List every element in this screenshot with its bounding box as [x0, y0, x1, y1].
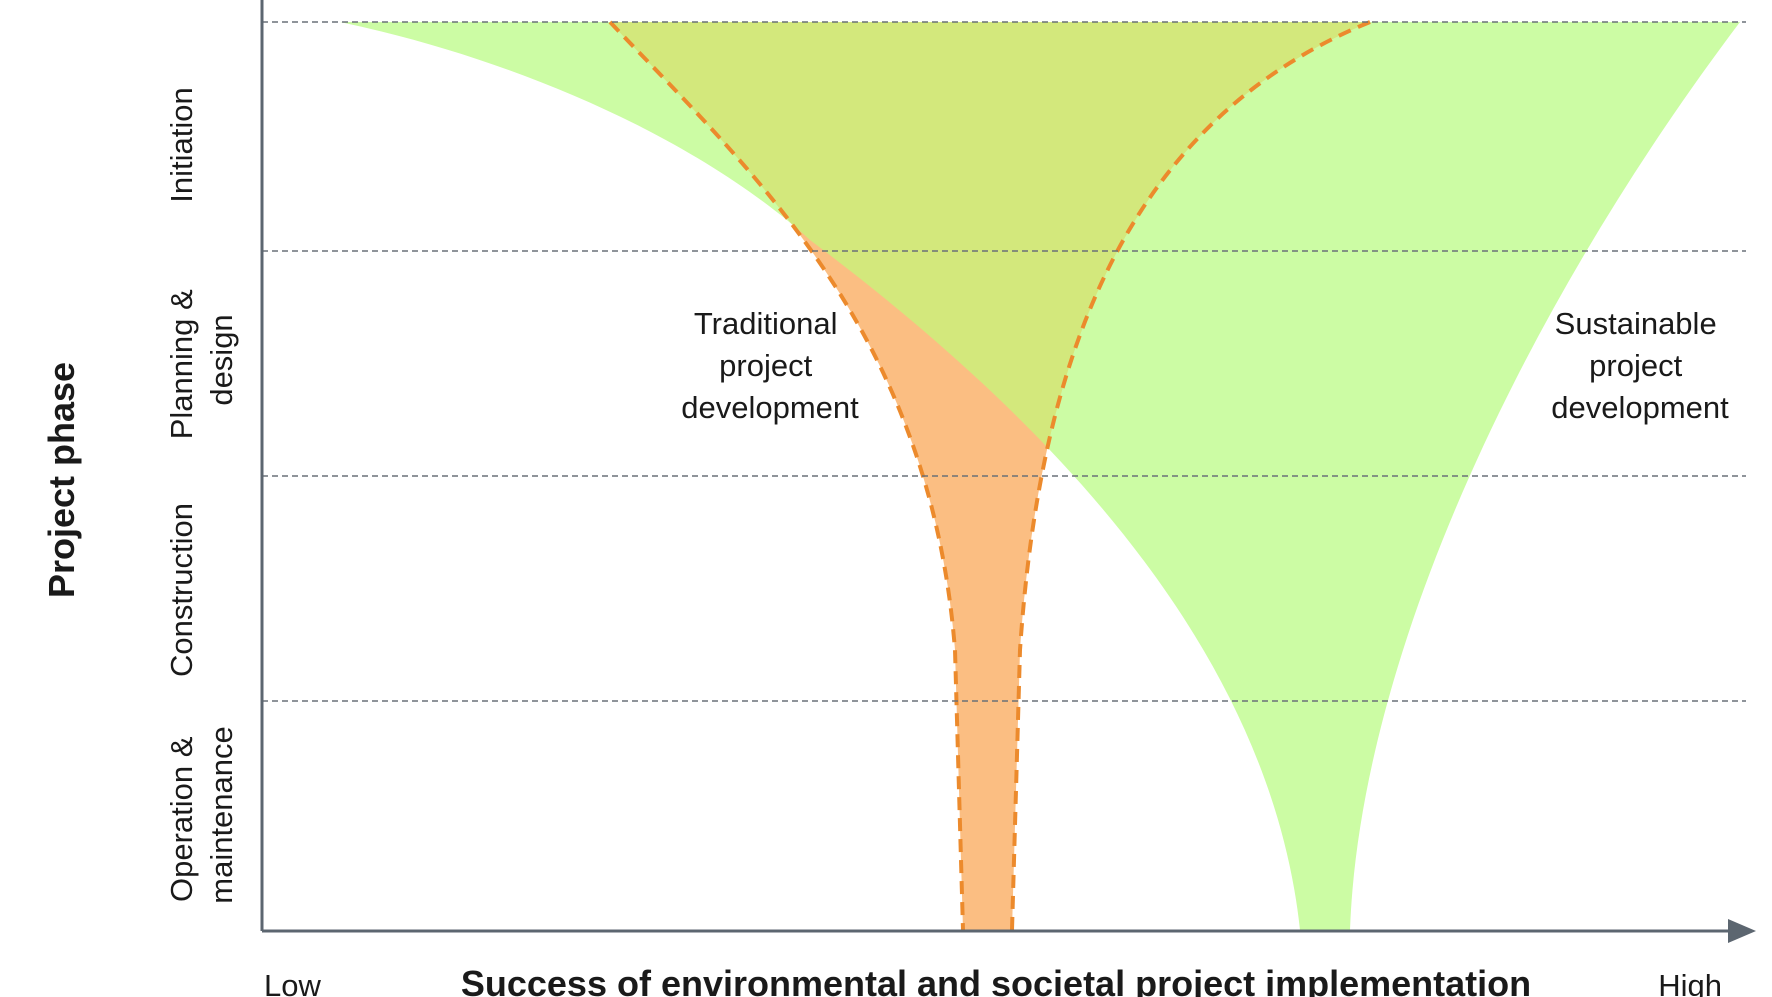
traditional-region — [610, 22, 1370, 930]
phase-label-planning-design: Planning & design — [164, 281, 239, 440]
sustainable-region — [340, 22, 1740, 930]
traditional-label: Traditional project development — [681, 306, 859, 425]
phase-label-initiation: Initiation — [164, 87, 199, 202]
sustainable-label: Sustainable project development — [1551, 306, 1729, 425]
x-axis-low-label: Low — [264, 968, 321, 997]
x-axis-arrowhead — [1728, 919, 1756, 943]
traditional-left-boundary — [608, 20, 965, 931]
x-axis-title: Success of environmental and societal pr… — [461, 963, 1531, 997]
phase-gridlines — [262, 21, 1746, 702]
phase-label-construction: Construction — [164, 503, 199, 677]
y-axis-title: Project phase — [41, 362, 82, 598]
x-axis-high-label: High — [1658, 968, 1722, 997]
traditional-right-boundary — [1010, 20, 1371, 931]
phase-label-operation-maintenance: Operation & maintenance — [164, 726, 239, 904]
